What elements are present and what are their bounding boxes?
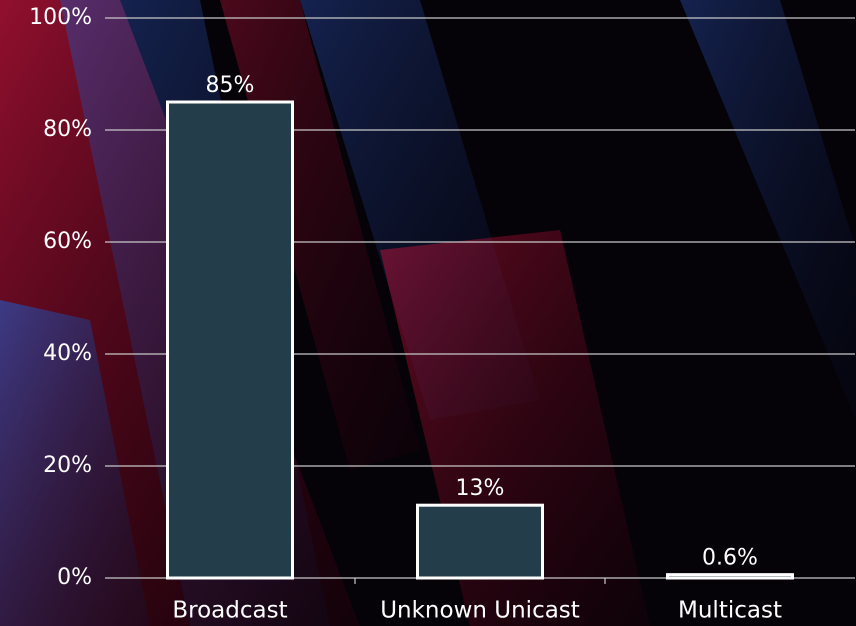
y-tick-label: 100% [29,5,92,30]
data-label: 13% [456,476,505,501]
data-label: 0.6% [702,546,758,571]
x-tick-label: Unknown Unicast [380,598,580,624]
bar [418,505,543,578]
data-label: 85% [206,73,255,98]
y-tick-label: 60% [43,229,92,254]
y-tick-label: 20% [43,453,92,478]
bar [668,575,793,578]
x-tick-label: Broadcast [172,598,287,624]
chart: 0% 20% 40% 60% 80% 100% Broadcast 85% Unknown Un… [0,0,856,626]
y-tick-label: 0% [57,565,92,590]
bar [168,102,293,578]
y-tick-label: 40% [43,341,92,366]
y-tick-label: 80% [43,117,92,142]
x-tick-label: Multicast [678,598,782,624]
